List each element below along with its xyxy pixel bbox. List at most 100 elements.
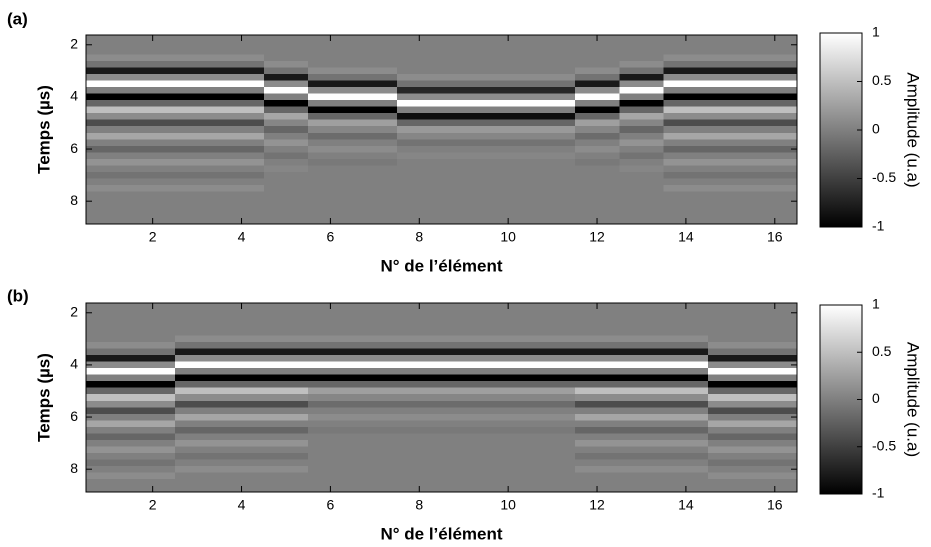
heatmap-cell	[752, 433, 798, 441]
heatmap-cell	[308, 152, 354, 160]
heatmap-cell	[397, 204, 442, 212]
heatmap-cell	[441, 407, 487, 415]
heatmap-cell	[485, 348, 531, 356]
heatmap-cell	[130, 100, 176, 108]
heatmap-cell	[752, 100, 798, 108]
heatmap-cell	[752, 139, 798, 147]
heatmap-cell	[530, 478, 576, 486]
heatmap-cell	[308, 54, 354, 62]
heatmap-cell	[174, 197, 220, 205]
heatmap-cell	[530, 197, 576, 205]
heatmap-cell	[619, 329, 665, 337]
heatmap-cell	[174, 217, 220, 225]
heatmap-cell	[485, 368, 531, 376]
heatmap-cell	[663, 368, 709, 376]
heatmap-cell	[86, 54, 131, 62]
heatmap-cell	[219, 54, 265, 62]
heatmap-cell	[441, 126, 487, 134]
heatmap-cell	[441, 381, 487, 389]
heatmap-cell	[485, 439, 531, 447]
heatmap-cell	[708, 322, 754, 330]
heatmap-cell	[174, 93, 220, 101]
colorbar-tick-label: 0.5	[872, 343, 892, 359]
heatmap-cell	[663, 171, 709, 179]
heatmap-cell	[441, 191, 487, 199]
heatmap-cell	[619, 48, 665, 56]
heatmap-cell	[663, 145, 709, 153]
heatmap-cell	[441, 465, 487, 473]
heatmap-cell	[174, 478, 220, 486]
heatmap-cell	[619, 342, 665, 350]
heatmap-cell	[174, 407, 220, 415]
heatmap-cell	[219, 478, 265, 486]
heatmap-cell	[130, 191, 176, 199]
heatmap-cell	[86, 465, 131, 473]
heatmap-cell	[708, 139, 754, 147]
heatmap-cell	[86, 387, 131, 395]
heatmap-cell	[263, 93, 309, 101]
heatmap-cell	[352, 197, 398, 205]
heatmap-cell	[441, 113, 487, 121]
heatmap-cell	[86, 316, 131, 324]
heatmap-cell	[619, 35, 665, 43]
heatmap-cell	[130, 197, 176, 205]
heatmap-cell	[219, 191, 265, 199]
heatmap-cell	[530, 67, 576, 75]
heatmap-cell	[485, 41, 531, 49]
heatmap-cell	[174, 165, 220, 173]
heatmap-cell	[174, 316, 220, 324]
heatmap-cell	[130, 355, 176, 363]
heatmap-cell	[619, 61, 665, 69]
heatmap-cell	[130, 126, 176, 134]
heatmap-cell	[130, 171, 176, 179]
heatmap-cell	[174, 184, 220, 192]
heatmap-cell	[708, 80, 754, 88]
heatmap-cell	[752, 355, 798, 363]
heatmap-cell	[174, 119, 220, 127]
heatmap-cell	[263, 387, 309, 395]
heatmap-cell	[219, 48, 265, 56]
heatmap-cell	[485, 210, 531, 218]
heatmap-cell	[708, 197, 754, 205]
heatmap-cell	[530, 342, 576, 350]
heatmap-cell	[263, 407, 309, 415]
heatmap-cell	[397, 197, 442, 205]
heatmap-cell	[485, 178, 531, 186]
heatmap-cell	[752, 342, 798, 350]
heatmap-cell	[441, 41, 487, 49]
heatmap-cell	[530, 316, 576, 324]
heatmap-cell	[174, 106, 220, 114]
heatmap-cell	[308, 400, 354, 408]
heatmap-cell	[86, 100, 131, 108]
heatmap-cell	[663, 400, 709, 408]
heatmap-cell	[485, 465, 531, 473]
heatmap-cell	[530, 191, 576, 199]
heatmap-cell	[441, 387, 487, 395]
heatmap-cell	[441, 329, 487, 337]
heatmap-cell	[174, 439, 220, 447]
heatmap-cell	[263, 394, 309, 402]
heatmap-cell	[86, 126, 131, 134]
heatmap-cell	[263, 35, 309, 43]
heatmap-cell	[308, 452, 354, 460]
x-tick-label: 2	[149, 497, 157, 513]
heatmap-cell	[663, 184, 709, 192]
heatmap-cell	[752, 316, 798, 324]
heatmap-cell	[530, 329, 576, 337]
heatmap-cell	[308, 407, 354, 415]
colorbar-tick-label: 1	[872, 296, 880, 312]
heatmap-cell	[752, 126, 798, 134]
heatmap-cell	[752, 178, 798, 186]
heatmap-cell	[485, 74, 531, 82]
heatmap-cell	[174, 309, 220, 317]
heatmap-cell	[574, 472, 620, 480]
x-tick-label: 6	[327, 497, 335, 513]
heatmap-cell	[619, 355, 665, 363]
heatmap-cell	[263, 113, 309, 121]
heatmap-cell	[86, 322, 131, 330]
heatmap-cell	[441, 67, 487, 75]
heatmap-cell	[619, 119, 665, 127]
heatmap-cell	[619, 41, 665, 49]
heatmap-cell	[619, 472, 665, 480]
heatmap-cell	[752, 387, 798, 395]
